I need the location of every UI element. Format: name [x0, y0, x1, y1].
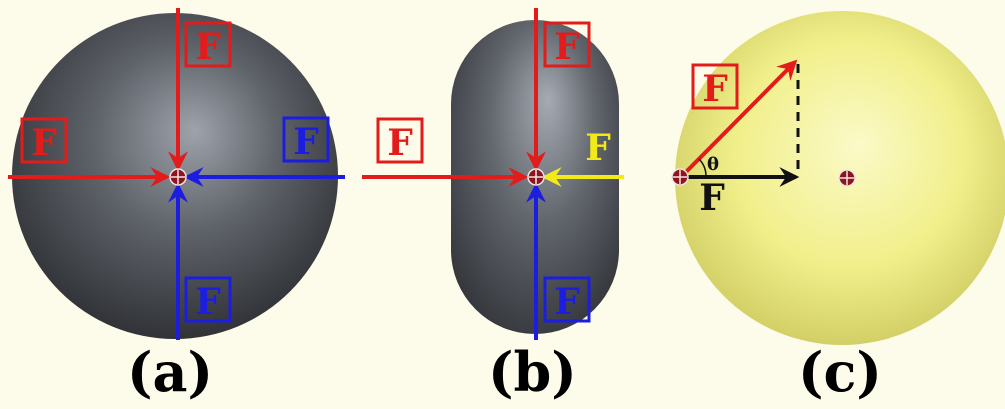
force-arrow-c-diagonal	[679, 59, 798, 179]
force-label-b-bottom: F	[543, 276, 591, 323]
point-marker-c-left	[671, 168, 689, 186]
panel-caption-a: (a)	[127, 340, 214, 404]
force-label-text: F	[293, 121, 319, 163]
force-label-b-left: F	[376, 117, 424, 164]
force-label-text: F	[387, 122, 413, 164]
panel-caption-c: (c)	[798, 340, 882, 404]
force-label-text: F	[195, 281, 221, 323]
force-label-a-top: F	[184, 21, 232, 68]
force-label-a-bottom: F	[184, 276, 232, 323]
force-label-c-diagonal: F	[691, 63, 739, 110]
center-marker-a	[169, 168, 187, 186]
angle-label-theta: θ	[707, 154, 719, 175]
force-label-text: F	[31, 122, 57, 164]
force-label-b-top: F	[543, 21, 591, 68]
center-marker-b	[527, 168, 545, 186]
force-label-text: F	[195, 26, 221, 68]
force-label-text: F	[702, 68, 728, 110]
force-label-text: F	[554, 281, 580, 323]
angle-arc	[698, 158, 707, 178]
panel-a: F F F F	[8, 8, 345, 340]
force-label-a-left: F	[20, 117, 68, 164]
force-label-text: F	[554, 26, 580, 68]
panel-b: F F F F	[362, 8, 624, 340]
panel-caption-b: (b)	[488, 340, 577, 404]
force-label-b-right: F	[585, 127, 611, 169]
center-marker-c	[838, 169, 856, 187]
force-label-c-horizontal: F	[699, 177, 725, 219]
panel-c: F F θ	[671, 11, 1005, 345]
force-label-a-right: F	[282, 116, 330, 163]
